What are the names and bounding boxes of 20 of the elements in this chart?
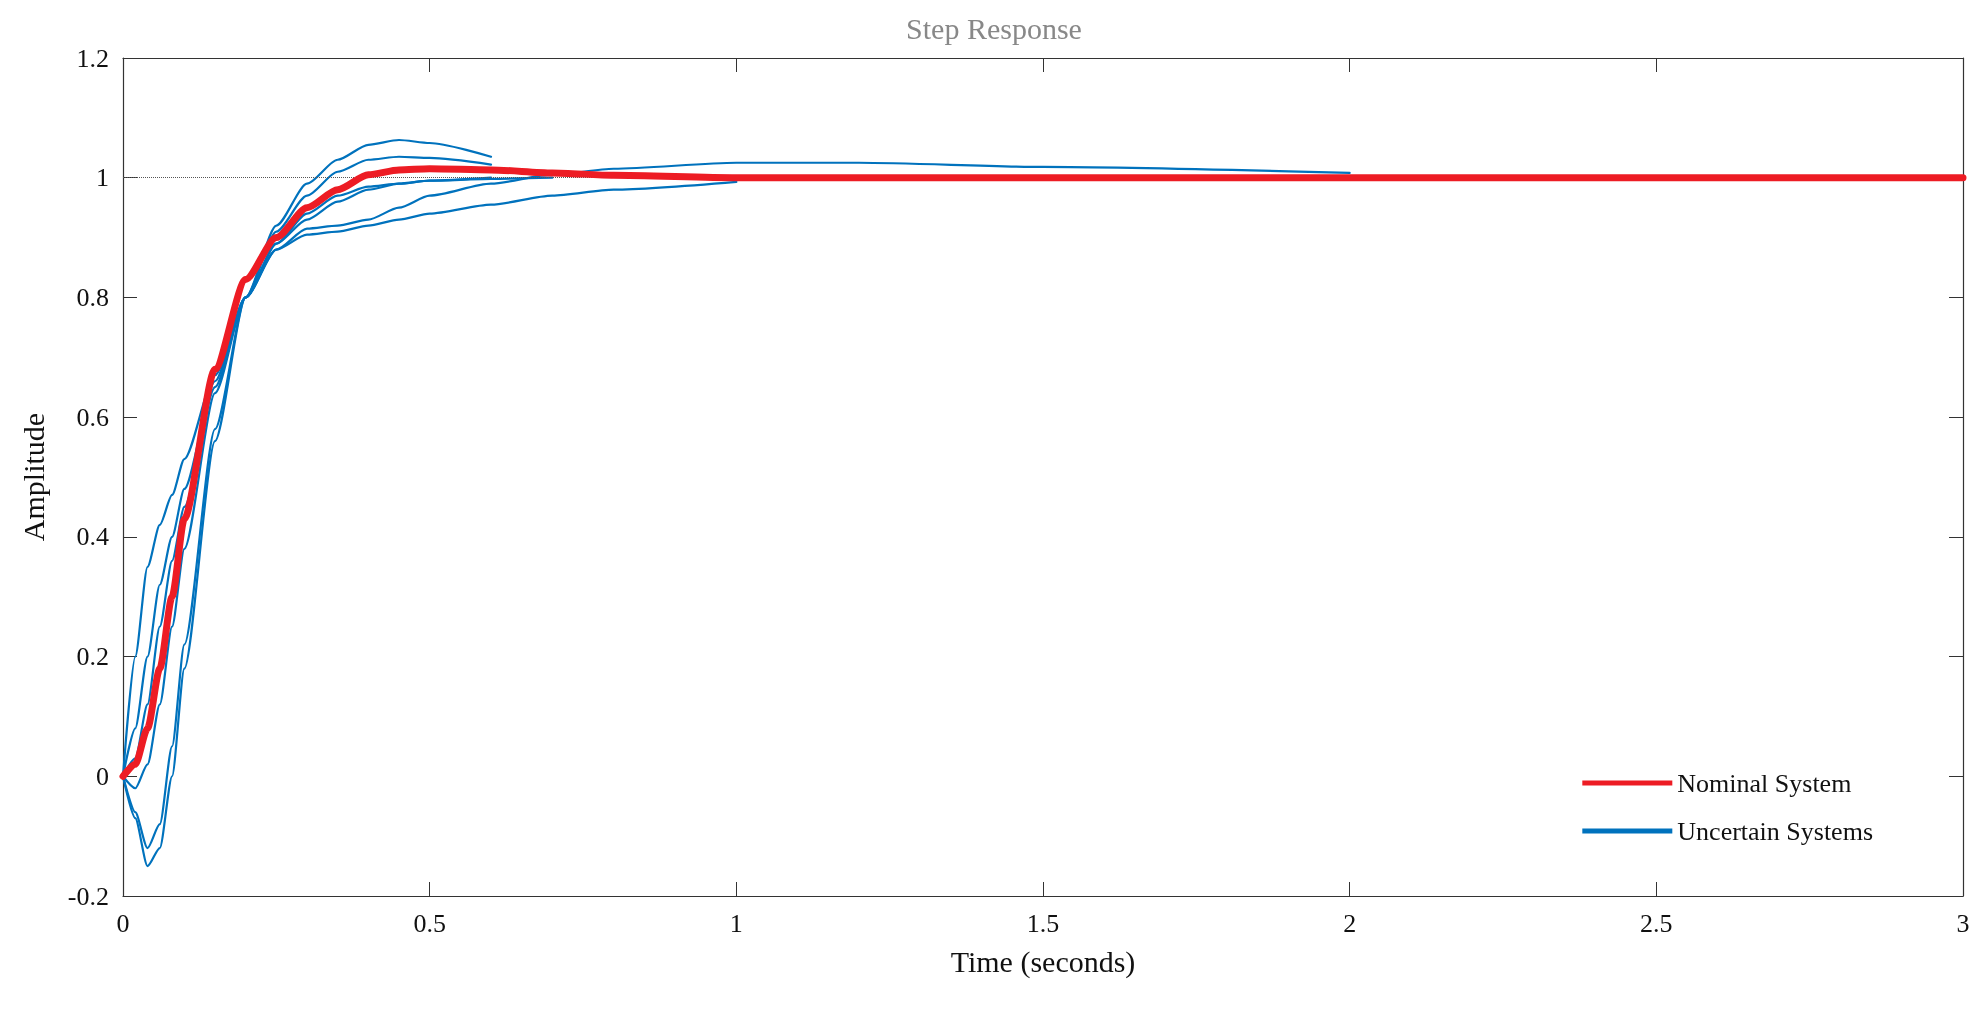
x-tick-label: 0.5	[413, 908, 446, 938]
legend-label: Nominal System	[1677, 768, 1852, 798]
y-tick-label: 0.4	[76, 522, 109, 552]
y-tick-label: 0.6	[76, 402, 109, 432]
y-axis-title: Amplitude	[16, 412, 50, 542]
x-tick-label: 1	[729, 908, 743, 938]
y-tick-label: -0.2	[67, 881, 109, 911]
x-tick-label: 2.5	[1640, 908, 1673, 938]
y-tick-label: 0.2	[76, 642, 109, 672]
x-tick-label: 3	[1956, 908, 1970, 938]
y-tick-label: 0	[96, 761, 109, 791]
x-tick-label: 1.5	[1026, 908, 1060, 938]
y-tick-label: 0.8	[76, 282, 109, 312]
y-tick-label: 1	[96, 163, 109, 193]
chart-title: Step Response	[906, 11, 1082, 45]
x-tick-label: 0	[116, 908, 130, 938]
x-tick-label: 2	[1343, 908, 1357, 938]
y-tick-label: 1.2	[76, 43, 109, 73]
x-axis-title: Time (seconds)	[950, 944, 1136, 979]
legend-label: Uncertain Systems	[1677, 816, 1873, 846]
